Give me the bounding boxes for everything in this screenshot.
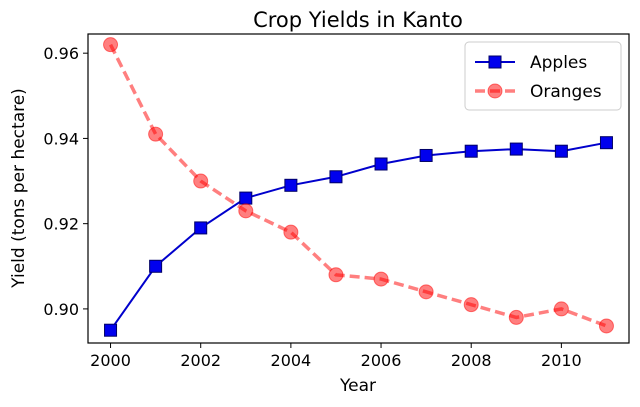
apples-data-point <box>464 144 478 158</box>
apples-data-point <box>239 191 253 205</box>
series-layer <box>103 37 614 337</box>
apples-data-point <box>419 148 433 162</box>
oranges-data-point <box>193 173 209 189</box>
x-tick-label: 2008 <box>451 351 492 370</box>
y-axis-label: Yield (tons per hectare) <box>9 88 29 289</box>
x-tick-label: 2000 <box>90 351 131 370</box>
oranges-data-point <box>328 267 344 283</box>
x-tick-label: 2010 <box>541 351 582 370</box>
oranges-data-point <box>148 126 164 142</box>
apples-data-point <box>554 144 568 158</box>
apples-data-point <box>194 221 208 235</box>
apples-data-point <box>374 157 388 171</box>
apples-series-line <box>109 141 607 331</box>
y-tick-label: 0.92 <box>43 215 79 234</box>
apples-data-point <box>284 178 298 192</box>
y-axis: 0.90 0.92 0.94 0.96 <box>43 44 88 319</box>
oranges-data-point <box>283 224 299 240</box>
oranges-data-point <box>418 284 434 300</box>
oranges-series-line <box>108 43 608 328</box>
legend-oranges-marker <box>487 83 503 99</box>
x-tick-label: 2004 <box>271 351 312 370</box>
oranges-data-point <box>238 203 254 219</box>
legend: Apples Oranges <box>464 41 622 111</box>
y-tick-label: 0.94 <box>43 129 79 148</box>
oranges-data-point <box>553 301 569 317</box>
plot-area-frame <box>87 33 630 344</box>
x-axis: 2000 2002 2004 2006 2008 2010 <box>90 343 582 370</box>
chart-title: Crop Yields in Kanto <box>253 8 463 32</box>
apples-data-point <box>599 136 613 150</box>
apples-data-point <box>104 323 118 337</box>
oranges-data-point <box>598 318 614 334</box>
apples-data-point <box>509 142 523 156</box>
apples-data-point <box>329 170 343 184</box>
oranges-data-point <box>463 297 479 313</box>
legend-oranges-label: Oranges <box>530 82 602 102</box>
y-tick-label: 0.96 <box>43 44 79 63</box>
oranges-data-point <box>103 37 119 53</box>
apples-data-point <box>149 259 163 273</box>
oranges-data-point <box>508 309 524 325</box>
x-axis-label: Year <box>339 376 376 396</box>
legend-apples-label: Apples <box>530 53 587 73</box>
x-tick-label: 2002 <box>180 351 221 370</box>
legend-apples-marker <box>488 55 502 69</box>
oranges-data-point <box>373 271 389 287</box>
x-tick-label: 2006 <box>361 351 402 370</box>
legend-box <box>464 41 622 111</box>
y-tick-label: 0.90 <box>43 300 79 319</box>
